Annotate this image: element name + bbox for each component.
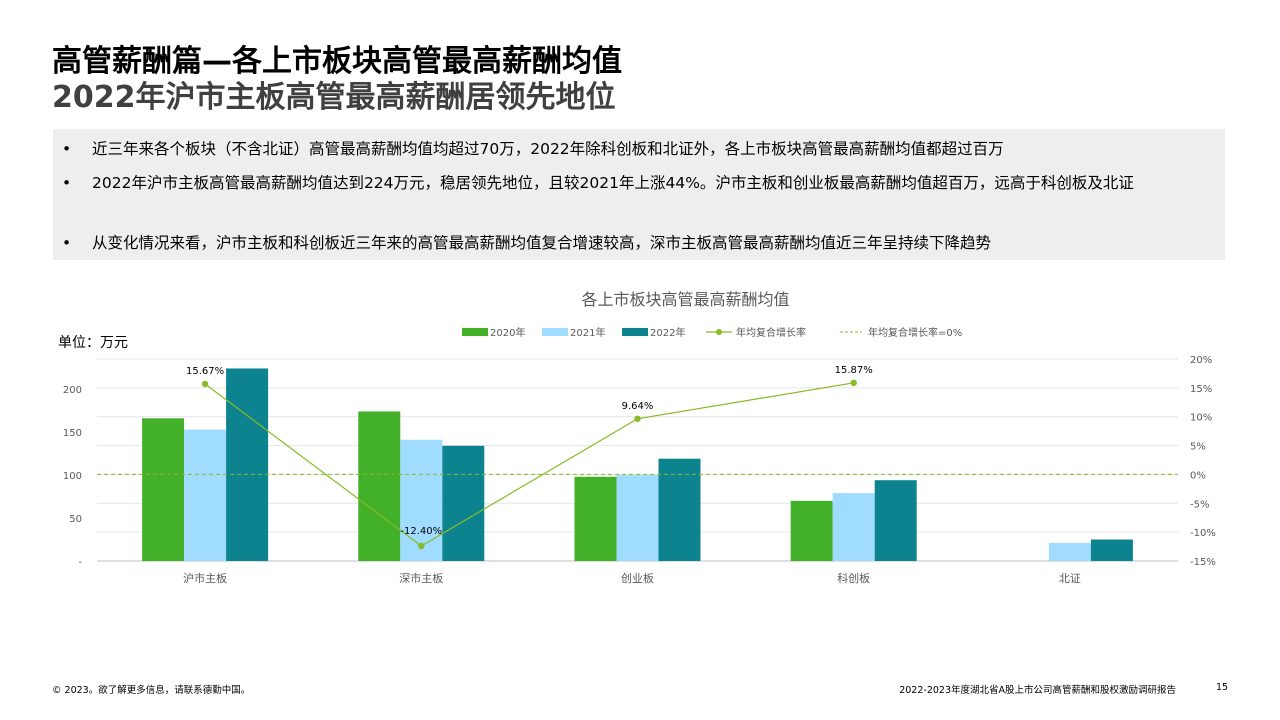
legend-line-marker xyxy=(716,329,722,335)
bar xyxy=(142,418,185,561)
unit-label: 单位：万元 xyxy=(58,335,128,351)
bar xyxy=(1048,542,1091,561)
bar xyxy=(358,411,401,561)
growth-point xyxy=(201,380,209,388)
footer-copyright: © 2023。欲了解更多信息，请联系德勤中国。 xyxy=(52,685,251,696)
bar xyxy=(790,500,833,561)
bar xyxy=(658,458,701,561)
y-left-tick-label: 50 xyxy=(69,514,82,525)
page-number: 15 xyxy=(1216,682,1229,693)
bar xyxy=(1090,539,1133,561)
bullet-dot: • xyxy=(62,174,72,192)
legend-label: 2022年 xyxy=(650,326,685,339)
y-right-tick-label: 0% xyxy=(1190,470,1206,481)
page-subtitle: 2022年沪市主板高管最高薪酬居领先地位 xyxy=(52,80,616,115)
bullet-text: 2022年沪市主板高管最高薪酬均值达到224万元，稳居领先地位，且较2021年上… xyxy=(92,174,1134,192)
bullet-dot: • xyxy=(62,234,72,252)
page-title: 高管薪酬篇—各上市板块高管最高薪酬均值 xyxy=(52,44,622,79)
y-right-tick-label: 20% xyxy=(1190,355,1212,366)
bar xyxy=(226,368,269,561)
bullet-dot: • xyxy=(62,140,72,158)
y-right-tick-label: 5% xyxy=(1190,442,1206,453)
growth-point xyxy=(850,379,857,387)
legend-swatch xyxy=(542,328,568,336)
footer-report-title: 2022-2023年度湖北省A股上市公司高管薪酬和股权激励调研报告 xyxy=(899,685,1176,696)
y-right-tick-label: -10% xyxy=(1190,528,1216,539)
growth-point xyxy=(418,542,425,550)
growth-data-label: 15.67% xyxy=(186,366,224,377)
x-tick-label: 创业板 xyxy=(621,571,654,585)
y-right-tick-label: 10% xyxy=(1190,413,1212,424)
bar xyxy=(184,429,227,561)
x-tick-label: 北证 xyxy=(1059,572,1081,585)
x-tick-label: 沪市主板 xyxy=(183,571,227,585)
y-left-tick-label: 150 xyxy=(63,428,82,439)
x-tick-label: 科创板 xyxy=(837,571,870,585)
legend-swatch xyxy=(462,328,488,336)
y-left-tick-label: - xyxy=(78,557,82,568)
x-tick-label: 深市主板 xyxy=(399,571,443,585)
chart-title: 各上市板块高管最高薪酬均值 xyxy=(581,290,789,309)
growth-line xyxy=(204,382,854,547)
y-right-tick-label: -5% xyxy=(1190,499,1209,510)
y-right-tick-label: 15% xyxy=(1190,384,1212,395)
legend-label: 2020年 xyxy=(490,326,525,339)
growth-data-label: 9.64% xyxy=(622,401,654,412)
growth-data-label: 15.87% xyxy=(835,365,873,376)
bar xyxy=(874,480,917,561)
growth-data-label: -12.40% xyxy=(400,526,442,537)
growth-point xyxy=(634,415,641,422)
legend-swatch xyxy=(622,328,648,336)
bullet-text: 近三年来各个板块（不含北证）高管最高薪酬均值均超过70万，2022年除科创板和北… xyxy=(92,140,1004,158)
legend-label: 年均复合增长率=0% xyxy=(868,326,962,339)
bar xyxy=(442,445,485,561)
bar xyxy=(574,476,617,561)
y-left-tick-label: 100 xyxy=(63,471,82,482)
bullet-text: 从变化情况来看，沪市主板和科创板近三年来的高管最高薪酬均值复合增速较高，深市主板… xyxy=(92,234,992,252)
y-left-tick-label: 200 xyxy=(63,385,82,396)
bar xyxy=(832,493,875,561)
legend-label: 年均复合增长率 xyxy=(736,326,806,339)
summary-box: • 近三年来各个板块（不含北证）高管最高薪酬均值均超过70万，2022年除科创板… xyxy=(53,129,1225,260)
legend-label: 2021年 xyxy=(570,326,605,339)
bar xyxy=(400,439,443,561)
bar xyxy=(616,475,659,561)
y-right-tick-label: -15% xyxy=(1190,557,1216,568)
